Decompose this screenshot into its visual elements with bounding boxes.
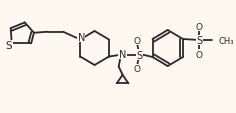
Text: N: N: [119, 49, 126, 59]
Text: S: S: [136, 50, 142, 60]
Text: S: S: [196, 36, 202, 46]
Text: N: N: [77, 32, 85, 42]
Text: O: O: [196, 50, 203, 59]
Text: O: O: [134, 64, 141, 73]
Text: O: O: [134, 37, 141, 46]
Text: O: O: [196, 22, 203, 31]
Text: CH₃: CH₃: [218, 36, 233, 45]
Text: S: S: [5, 41, 12, 51]
